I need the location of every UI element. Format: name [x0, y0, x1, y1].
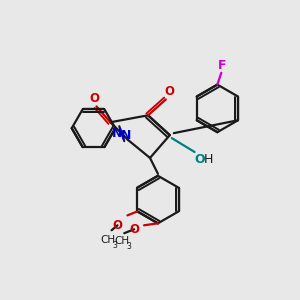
Text: O: O	[129, 223, 139, 236]
Text: CH: CH	[100, 235, 115, 245]
Text: O: O	[194, 153, 205, 167]
Text: 3: 3	[127, 242, 132, 250]
Text: N: N	[121, 129, 131, 142]
Text: O: O	[89, 92, 100, 105]
Text: 3: 3	[112, 241, 117, 250]
Text: F: F	[218, 59, 226, 72]
Text: CH: CH	[115, 236, 130, 246]
Text: O: O	[165, 85, 175, 98]
Text: H: H	[204, 153, 213, 167]
Text: O: O	[112, 219, 122, 232]
Text: N: N	[112, 127, 122, 140]
